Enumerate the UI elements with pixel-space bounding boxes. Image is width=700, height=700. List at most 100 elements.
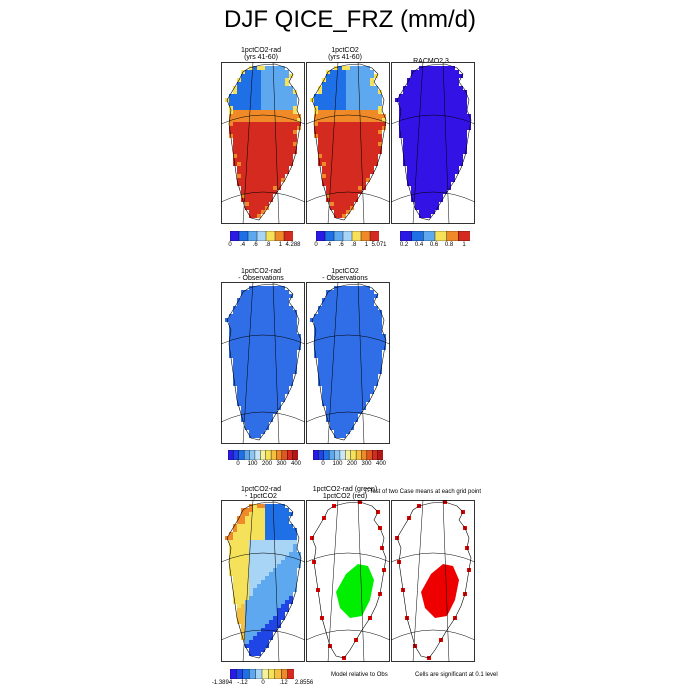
grid-cell	[403, 114, 407, 118]
colorbar-swatch	[360, 230, 371, 242]
coastline	[226, 283, 302, 441]
grid-cell	[366, 394, 370, 398]
grid-cell	[431, 94, 435, 98]
grid-cell	[439, 110, 443, 114]
grid-cell	[241, 568, 245, 572]
grid-cell	[411, 102, 415, 106]
grid-cell	[330, 334, 334, 338]
grid-cell	[366, 338, 370, 342]
grid-cell	[241, 532, 245, 536]
grid-cell	[455, 110, 459, 114]
grid-cell	[245, 604, 249, 608]
grid-cell	[233, 326, 237, 330]
grid-cell	[427, 150, 431, 154]
grid-cell	[281, 512, 285, 516]
colorbar-swatch	[238, 449, 245, 461]
grid-cell	[261, 644, 265, 648]
grid-cell	[253, 548, 257, 552]
grid-cell	[249, 576, 253, 580]
grid-cell	[237, 126, 241, 130]
grid-cell	[229, 114, 233, 118]
grid-cell	[277, 158, 281, 162]
grid-cell	[334, 434, 338, 438]
grid-cell	[273, 612, 277, 616]
grid-cell	[249, 640, 253, 644]
grid-cell	[241, 98, 245, 102]
grid-cell	[241, 410, 245, 414]
grid-cell	[253, 552, 257, 556]
grid-cell	[354, 66, 358, 70]
grid-cell	[451, 74, 455, 78]
grid-cell	[419, 106, 423, 110]
grid-cell	[273, 130, 277, 134]
grid-cell	[249, 146, 253, 150]
grid-cell	[273, 106, 277, 110]
grid-cell	[277, 94, 281, 98]
grid-cell	[261, 326, 265, 330]
colorbar-swatch	[270, 449, 277, 461]
grid-cell	[269, 146, 273, 150]
grid-cell	[427, 110, 431, 114]
grid-cell	[273, 354, 277, 358]
grid-cell	[261, 422, 265, 426]
grid-cell	[314, 94, 318, 98]
grid-cell	[277, 548, 281, 552]
colorbar-swatch	[227, 449, 234, 461]
grid-cell	[322, 162, 326, 166]
grid-cell	[338, 298, 342, 302]
grid-cell	[330, 406, 334, 410]
grid-cell	[277, 110, 281, 114]
grid-cell	[346, 334, 350, 338]
grid-cell	[350, 110, 354, 114]
grid-cell	[407, 138, 411, 142]
grid-cell	[245, 98, 249, 102]
grid-cell	[257, 354, 261, 358]
grid-cell	[447, 90, 451, 94]
grid-cell	[273, 406, 277, 410]
grid-cell	[322, 126, 326, 130]
grid-cell	[269, 572, 273, 576]
grid-cell	[455, 146, 459, 150]
grid-cell	[277, 334, 281, 338]
grid-cell	[281, 504, 285, 508]
grid-cell	[261, 126, 265, 130]
grid-cell	[245, 406, 249, 410]
grid-cell	[354, 94, 358, 98]
grid-cell	[451, 82, 455, 86]
grid-cell	[261, 170, 265, 174]
grid-cell	[245, 198, 249, 202]
grid-cell	[241, 138, 245, 142]
grid-cell	[354, 314, 358, 318]
grid-cell	[281, 82, 285, 86]
grid-cell	[265, 170, 269, 174]
grid-cell	[382, 118, 386, 122]
grid-cell	[318, 330, 322, 334]
grid-cell	[366, 334, 370, 338]
grid-cell	[427, 174, 431, 178]
grid-cell	[334, 322, 338, 326]
grid-cell	[241, 114, 245, 118]
grid-cell	[358, 106, 362, 110]
grid-cell	[229, 130, 233, 134]
grid-cell	[281, 98, 285, 102]
grid-cell	[233, 310, 237, 314]
meridian-line	[242, 62, 254, 224]
grid-cell	[423, 114, 427, 118]
grid-cell	[265, 154, 269, 158]
grid-cell	[447, 158, 451, 162]
grid-cell	[245, 114, 249, 118]
grid-cell	[257, 338, 261, 342]
grid-cell	[253, 98, 257, 102]
grid-cell	[455, 170, 459, 174]
grid-cell	[407, 122, 411, 126]
grid-cell	[257, 600, 261, 604]
grid-cell	[241, 186, 245, 190]
grid-cell	[241, 414, 245, 418]
grid-cell	[362, 398, 366, 402]
grid-cell	[285, 556, 289, 560]
grid-cell	[407, 90, 411, 94]
grid-cell	[241, 516, 245, 520]
grid-cell	[447, 134, 451, 138]
grid-cell	[338, 390, 342, 394]
grid-cell	[233, 366, 237, 370]
